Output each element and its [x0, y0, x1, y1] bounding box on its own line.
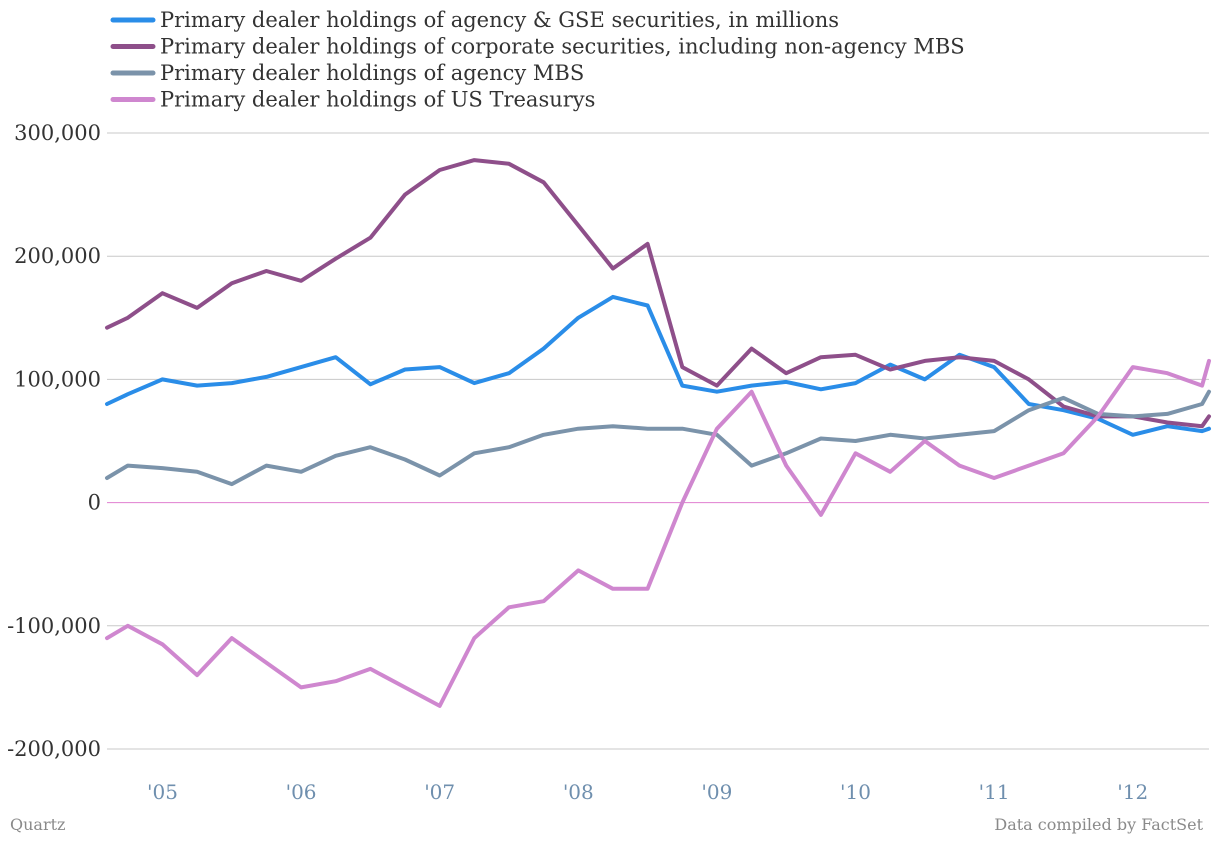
- footer-source: Quartz: [10, 815, 65, 834]
- series-line-2: [105, 158, 1211, 429]
- y-tick-label: -200,000: [7, 737, 101, 761]
- x-tick-label: '07: [424, 780, 455, 804]
- x-tick-label: '12: [1117, 780, 1148, 804]
- series-line-3: [105, 389, 1211, 487]
- legend: Primary dealer holdings of agency & GSE …: [110, 8, 965, 112]
- y-tick-label: 300,000: [14, 121, 101, 145]
- x-tick-label: '05: [147, 780, 178, 804]
- x-tick-label: '08: [563, 780, 594, 804]
- series-line-4: [105, 358, 1211, 708]
- footer-credit: Data compiled by FactSet: [994, 815, 1203, 834]
- x-tick-label: '09: [701, 780, 732, 804]
- legend-label: Primary dealer holdings of agency MBS: [160, 61, 584, 85]
- legend-label: Primary dealer holdings of agency & GSE …: [160, 8, 839, 32]
- legend-label: Primary dealer holdings of corporate sec…: [160, 35, 965, 59]
- series-lines: [105, 158, 1211, 708]
- grid: [107, 132, 1209, 750]
- legend-label: Primary dealer holdings of US Treasurys: [160, 88, 595, 112]
- x-tick-label: '10: [840, 780, 871, 804]
- y-tick-label: 0: [88, 491, 101, 515]
- y-tick-label: -100,000: [7, 614, 101, 638]
- x-axis-ticks: '05 '06 '07 '08 '09 '10 '11 '12: [147, 780, 1148, 804]
- x-tick-label: '11: [979, 780, 1010, 804]
- series-line-1: [105, 294, 1211, 437]
- y-axis-ticks: 300,000 200,000 100,000 0 -100,000 -200,000: [7, 121, 101, 761]
- y-tick-label: 200,000: [14, 244, 101, 268]
- y-tick-label: 100,000: [14, 367, 101, 391]
- x-tick-label: '06: [286, 780, 317, 804]
